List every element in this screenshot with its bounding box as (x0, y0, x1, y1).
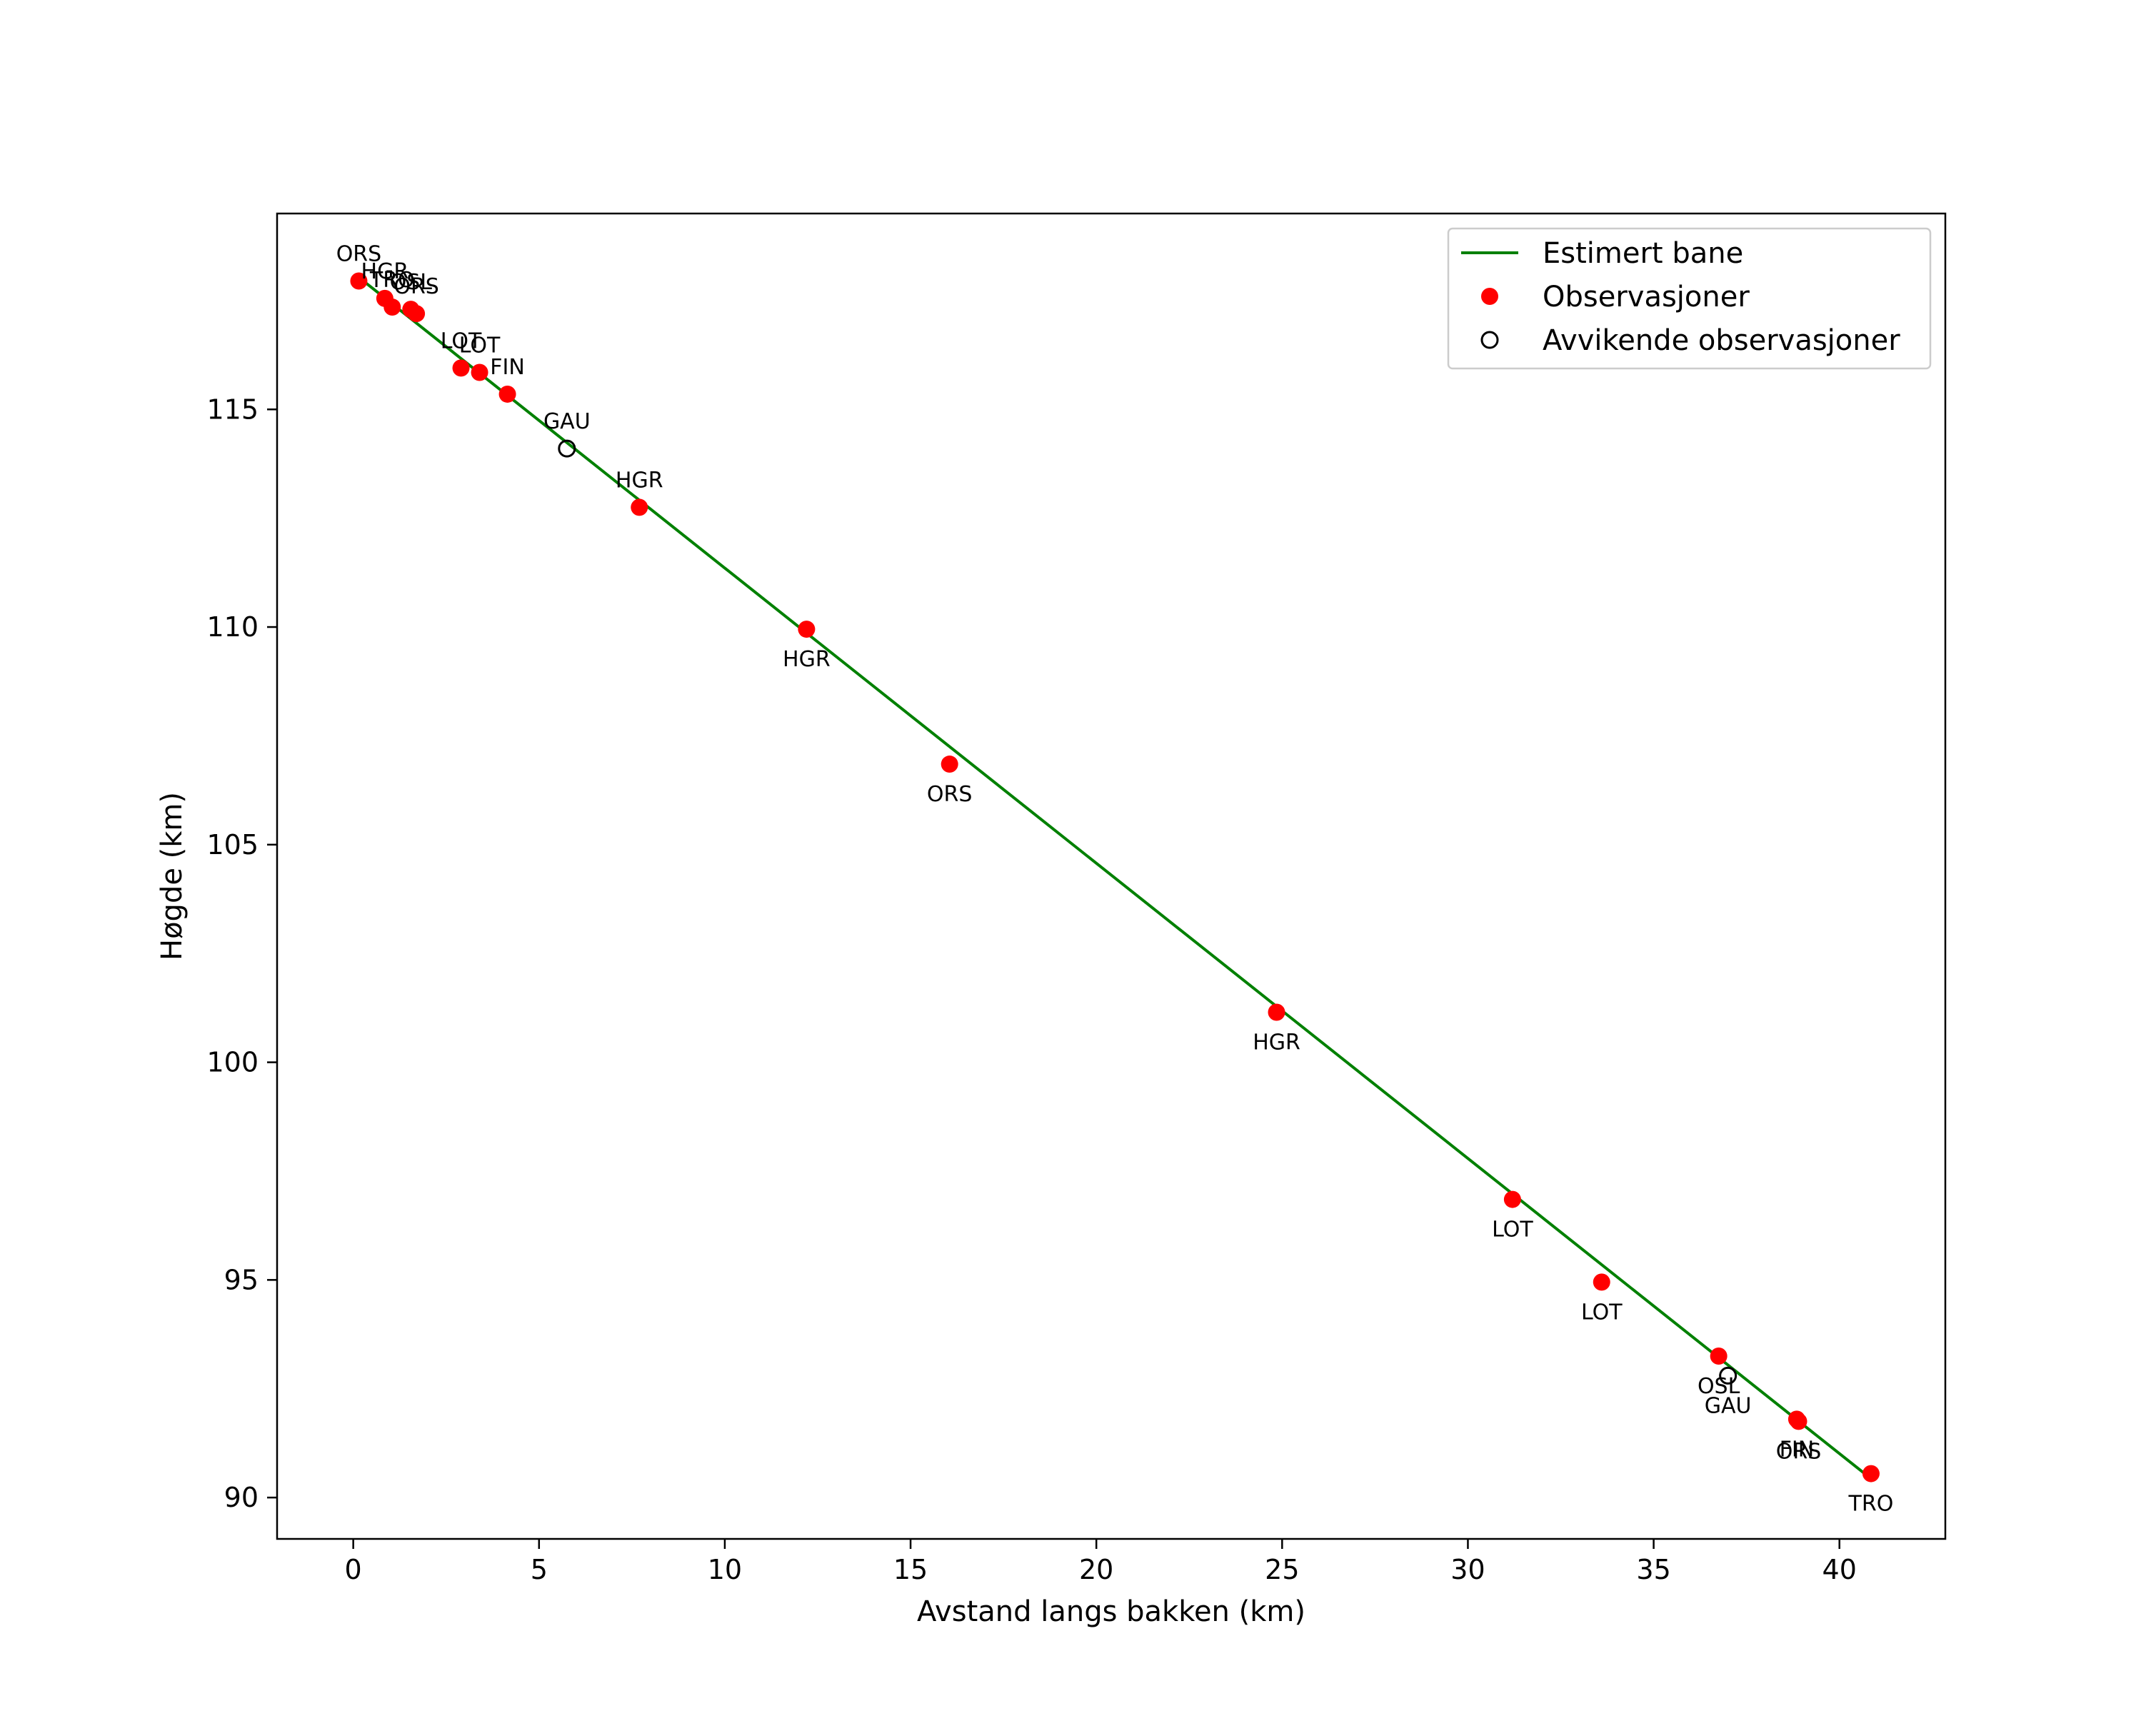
y-tick-label: 90 (224, 1482, 259, 1513)
point-label: FIN (490, 355, 525, 380)
point-label: LOT (441, 328, 482, 353)
y-axis-ticks: 90 95 100 105 110 115 (206, 393, 277, 1513)
point-label: TRO (369, 268, 415, 293)
point-label: LOT (1581, 1300, 1623, 1325)
point-label: ORS (927, 782, 973, 807)
x-tick-label: 25 (1265, 1554, 1299, 1585)
observation-point (383, 298, 401, 316)
legend-label-observasjoner: Observasjoner (1543, 281, 1750, 313)
y-tick-label: 95 (224, 1264, 259, 1295)
outlier-observation-point (1719, 1366, 1738, 1385)
observation-point (471, 363, 488, 381)
point-label: LOT (459, 333, 501, 358)
point-label: FIN (1780, 1437, 1815, 1462)
x-tick-label: 40 (1822, 1554, 1857, 1585)
point-label: HGR (616, 468, 663, 493)
x-axis-label: Avstand langs bakken (km) (917, 1595, 1305, 1628)
y-axis-label: Høgde (km) (156, 792, 189, 960)
point-label: TRO (1848, 1492, 1894, 1517)
observation-point (1268, 1003, 1285, 1021)
series-layer (350, 272, 1880, 1482)
observation-point (631, 498, 648, 516)
x-axis-ticks: 0 5 10 15 20 25 30 35 40 (345, 1539, 1857, 1585)
y-tick-label: 105 (206, 829, 259, 861)
observation-point (1790, 1413, 1807, 1430)
point-label: GAU (1705, 1393, 1752, 1418)
x-tick-label: 0 (345, 1554, 362, 1585)
point-label: OSL (1698, 1374, 1740, 1399)
point-label: ORS (1776, 1439, 1822, 1464)
outlier-observation-point (558, 439, 576, 458)
observation-point (498, 385, 516, 403)
y-tick-label: 100 (206, 1047, 259, 1078)
point-label: OSL (390, 270, 433, 295)
y-tick-label: 110 (206, 611, 259, 643)
point-labels: ORSHGRTROOSLORSLOTLOTFINHGRHGRORSHGRLOTL… (336, 241, 1894, 1516)
legend-box (1447, 227, 1932, 370)
legend: Estimert bane Observasjoner Avvikende ob… (1447, 227, 1932, 370)
x-tick-label: 20 (1079, 1554, 1113, 1585)
point-label: HGR (1253, 1030, 1300, 1055)
x-tick-label: 10 (708, 1554, 742, 1585)
observation-point (1710, 1348, 1728, 1365)
legend-hollow-marker (1480, 331, 1499, 349)
legend-label-estimert-bane: Estimert bane (1543, 237, 1743, 270)
point-label: ORS (393, 274, 439, 299)
legend-label-avvikende-observasjoner: Avvikende observasjoner (1543, 324, 1900, 357)
x-tick-label: 35 (1636, 1554, 1670, 1585)
observation-point (452, 359, 470, 377)
estimated-trajectory-line (359, 277, 1874, 1482)
x-tick-label: 30 (1450, 1554, 1485, 1585)
plot-frame (276, 212, 1947, 1540)
observation-point (1862, 1465, 1880, 1482)
point-label: HGR (783, 647, 831, 672)
observation-point (1503, 1190, 1521, 1208)
x-tick-label: 15 (893, 1554, 928, 1585)
point-label: LOT (1492, 1218, 1533, 1243)
point-label: GAU (543, 409, 591, 434)
y-tick-label: 115 (206, 393, 259, 425)
observation-point (1593, 1273, 1610, 1291)
observation-point (941, 756, 958, 773)
point-label: ORS (336, 241, 382, 266)
point-label: HGR (361, 259, 409, 284)
x-tick-label: 5 (531, 1554, 548, 1585)
observation-point (798, 621, 816, 638)
legend-red-marker (1481, 288, 1498, 305)
observation-point (350, 272, 368, 290)
observation-point (408, 305, 426, 323)
